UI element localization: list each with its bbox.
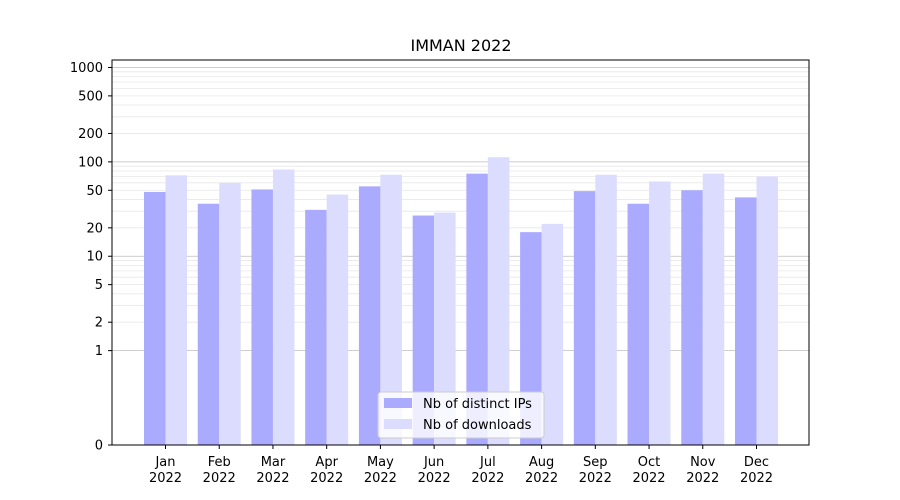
bar-distinct-ips-dec (735, 197, 757, 445)
bar-downloads-may (380, 174, 402, 445)
y-tick-label: 100 (78, 155, 103, 170)
x-tick-label: Jul 2022 (471, 455, 504, 486)
chart-title: IMMAN 2022 (410, 36, 511, 55)
y-tick-label: 2 (95, 316, 103, 331)
plot-frame (111, 59, 810, 446)
x-tick-label: Jun 2022 (418, 455, 451, 486)
y-tick-label: 1000 (70, 61, 103, 76)
bar-distinct-ips-sep (573, 191, 596, 445)
legend-box (377, 391, 545, 439)
bar-downloads-jul (487, 157, 510, 446)
bar-downloads-sep (595, 174, 617, 445)
y-axis-ticks: 0 1 2 5 10 20 50 100 200 500 1000 (70, 61, 112, 454)
bar-distinct-ips-feb (197, 203, 220, 445)
bar-downloads-mar (272, 169, 295, 445)
bar-downloads-oct (649, 181, 671, 445)
legend-swatch (384, 419, 412, 429)
x-tick-label: May 2022 (364, 455, 397, 486)
x-tick-label: Feb 2022 (203, 455, 236, 486)
bar-downloads-apr (326, 194, 349, 445)
x-tick-label: Jan 2022 (149, 455, 182, 486)
legend-swatch (384, 398, 412, 408)
bar-downloads-nov (702, 173, 725, 446)
y-tick-label: 1 (95, 344, 103, 359)
bar-downloads-jun (434, 212, 456, 445)
bar-downloads-jan (165, 175, 187, 446)
x-tick-label: Aug 2022 (525, 455, 558, 486)
x-tick-label: Apr 2022 (310, 455, 343, 486)
x-tick-label: Mar 2022 (256, 455, 289, 486)
x-tick-label: Oct 2022 (632, 455, 665, 486)
bar-distinct-ips-oct (627, 203, 650, 445)
legend-label: Nb of distinct IPs (423, 397, 532, 412)
bar-distinct-ips-may (358, 186, 381, 445)
bar-downloads-aug (541, 223, 564, 445)
bar-distinct-ips-jul (466, 173, 488, 446)
legend: Nb of distinct IPs Nb of downloads (377, 391, 545, 439)
bar-distinct-ips-nov (681, 190, 703, 445)
y-tick-label: 0 (95, 439, 103, 454)
bar-distinct-ips-apr (305, 209, 327, 445)
x-tick-label: Dec 2022 (740, 455, 773, 486)
y-tick-label: 50 (86, 184, 103, 199)
y-tick-label: 10 (86, 250, 103, 265)
x-axis-ticks: Jan 2022 Feb 2022 Mar 2022 Apr 2022 May 2022 Jun 20… (149, 445, 773, 486)
y-tick-label: 200 (78, 127, 103, 142)
legend-label: Nb of downloads (423, 418, 532, 433)
bar-downloads-feb (219, 182, 241, 445)
bar-distinct-ips-jun (412, 215, 435, 445)
bar-downloads-dec (756, 176, 778, 445)
y-tick-label: 5 (95, 278, 103, 293)
y-tick-label: 500 (78, 89, 103, 104)
x-tick-label: Nov 2022 (686, 455, 719, 486)
bar-distinct-ips-jan (144, 191, 166, 445)
bar-distinct-ips-mar (251, 189, 273, 445)
x-tick-label: Sep 2022 (579, 455, 612, 486)
y-tick-label: 20 (86, 221, 103, 236)
